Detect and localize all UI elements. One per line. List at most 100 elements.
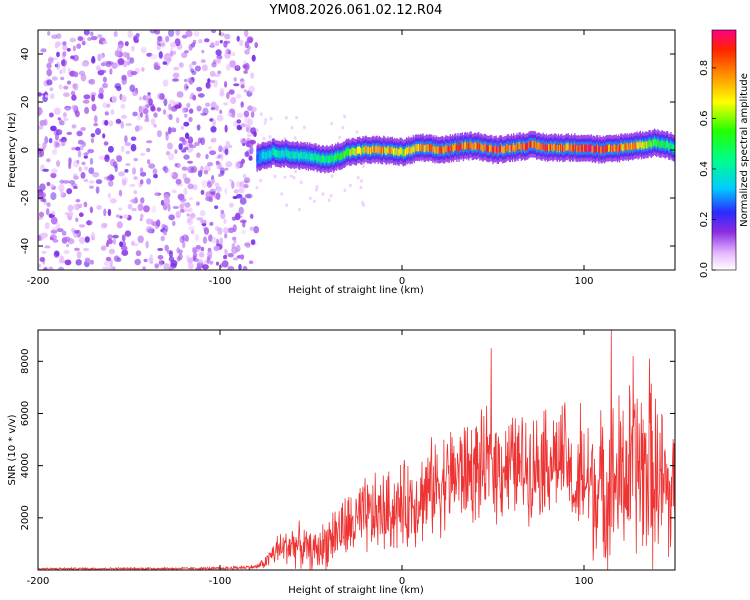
noise-speckle [215, 261, 220, 266]
noise-speckle [230, 51, 236, 57]
noise-speckle [97, 93, 103, 99]
signal-cell [574, 142, 576, 150]
noise-speckle [246, 123, 250, 128]
noise-speckle [60, 188, 64, 197]
noise-speckle [185, 85, 189, 89]
signal-cell [528, 141, 530, 149]
noise-speckle [188, 207, 193, 213]
signal-cell [392, 148, 395, 156]
y-tick-label: 8000 [20, 349, 31, 374]
noise-speckle [75, 217, 79, 223]
noise-speckle [74, 110, 80, 118]
noise-speckle [189, 63, 193, 70]
noise-speckle [214, 182, 220, 187]
noise-speckle [227, 253, 234, 258]
signal-cell [672, 144, 674, 152]
noise-speckle [239, 197, 247, 205]
signal-cell [353, 148, 355, 156]
noise-speckle [121, 234, 126, 242]
signal-cell [410, 146, 412, 154]
noise-speckle [39, 257, 45, 262]
noise-speckle [156, 45, 161, 51]
signal-cell [481, 143, 483, 152]
noise-speckle [242, 60, 247, 66]
signal-cell [543, 143, 545, 151]
noise-speckle [98, 87, 104, 95]
noise-speckle [121, 176, 129, 184]
signal-cell [606, 144, 609, 152]
signal-cell [648, 139, 650, 147]
noise-speckle [104, 111, 110, 116]
noise-speckle [214, 205, 219, 209]
noise-speckle [215, 104, 219, 111]
signal-cell [493, 145, 495, 153]
signal-cell [435, 144, 437, 153]
signal-cell [536, 142, 538, 151]
noise-speckle [244, 177, 251, 184]
signal-cell [581, 144, 584, 153]
noise-speckle [178, 62, 184, 68]
noise-speckle [140, 46, 147, 54]
noise-speckle [77, 150, 82, 158]
noise-speckle [62, 65, 67, 74]
noise-speckle [145, 240, 149, 249]
noise-speckle [227, 112, 232, 117]
noise-speckle [169, 51, 174, 57]
noise-speckle [196, 105, 202, 112]
signal-cell [625, 143, 627, 151]
noise-speckle [338, 135, 342, 140]
noise-speckle [167, 203, 171, 212]
signal-cell [569, 145, 572, 153]
noise-speckle [66, 48, 71, 52]
signal-cell [586, 144, 588, 152]
noise-speckle [121, 179, 127, 186]
noise-speckle [231, 181, 235, 189]
noise-speckle [66, 80, 72, 85]
signal-cell [588, 145, 590, 153]
signal-cell [656, 140, 658, 148]
noise-speckle [183, 187, 188, 196]
noise-speckle [201, 180, 208, 188]
noise-speckle [264, 117, 268, 122]
noise-speckle [120, 245, 128, 251]
signal-cell [365, 145, 367, 153]
noise-speckle [200, 246, 205, 252]
noise-speckle [91, 103, 97, 112]
signal-cell [522, 142, 525, 150]
signal-cell [511, 145, 514, 153]
x-tick-label: -100 [209, 276, 232, 287]
signal-cell [373, 145, 375, 153]
noise-speckle [135, 250, 142, 257]
noise-speckle [78, 236, 86, 244]
noise-speckle [146, 140, 153, 144]
noise-speckle [78, 203, 83, 208]
signal-cell [448, 146, 450, 154]
noise-speckle [299, 180, 303, 185]
signal-cell [446, 145, 448, 153]
signal-cell [360, 147, 362, 155]
signal-cell [388, 147, 390, 155]
noise-speckle [149, 254, 153, 261]
noise-speckle [69, 180, 76, 185]
noise-speckle [229, 108, 236, 115]
signal-cell [272, 147, 275, 156]
noise-speckle [213, 245, 220, 252]
noise-speckle [142, 95, 147, 101]
noise-speckle [280, 192, 284, 196]
noise-speckle [83, 166, 89, 171]
noise-speckle [94, 115, 98, 123]
y-tick-label: 4000 [20, 453, 31, 478]
noise-speckle [172, 128, 176, 133]
signal-cell [561, 143, 563, 151]
noise-speckle [147, 159, 151, 165]
signal-cell [270, 151, 272, 159]
x-tick-label: -200 [27, 276, 50, 287]
noise-speckle [75, 259, 82, 266]
noise-speckle [194, 65, 201, 72]
signal-cell [483, 143, 485, 151]
noise-speckle [183, 83, 189, 91]
signal-cell [530, 140, 532, 148]
noise-speckle [162, 79, 169, 87]
signal-cell [380, 147, 383, 155]
signal-cell [305, 153, 307, 161]
